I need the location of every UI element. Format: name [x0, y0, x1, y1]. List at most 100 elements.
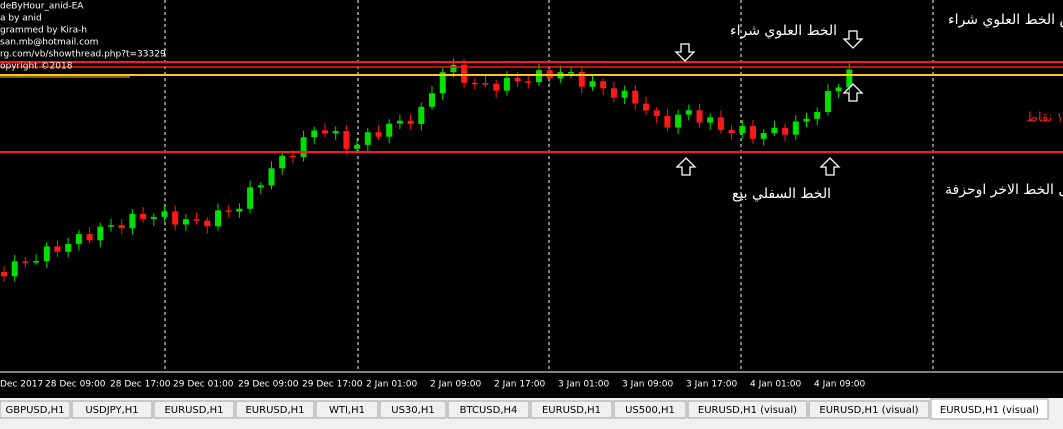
- time-label: 2 Jan 09:00: [430, 380, 482, 390]
- candle-body: [172, 211, 179, 225]
- candle-body: [11, 261, 18, 277]
- candle-body: [525, 81, 532, 83]
- candle-body: [803, 118, 810, 122]
- annotation: تم لمس الخط العلوي شراء: [948, 12, 1063, 28]
- tab[interactable]: [153, 400, 235, 419]
- tab[interactable]: [530, 400, 613, 419]
- candle-body: [632, 90, 639, 104]
- tab-label[interactable]: WTI,H1: [329, 405, 365, 416]
- time-label: 4 Jan 01:00: [750, 380, 802, 390]
- candle-body: [685, 110, 692, 115]
- candle-body: [343, 131, 350, 149]
- candle-body: [739, 126, 746, 133]
- candle-body: [75, 234, 82, 244]
- candle-body: [514, 77, 521, 82]
- candle-body: [225, 210, 232, 212]
- tab[interactable]: [687, 400, 808, 419]
- candle-body: [332, 131, 339, 134]
- tab-label[interactable]: EURUSD,H1 (visual): [698, 405, 797, 416]
- tab-label[interactable]: EURUSD,H1 (visual): [940, 405, 1039, 416]
- tab-label[interactable]: EURUSD,H1 (visual): [819, 405, 918, 416]
- candle-body: [150, 216, 157, 219]
- candle-body: [610, 88, 617, 98]
- candle-body: [364, 132, 371, 145]
- tab-active[interactable]: [930, 398, 1049, 420]
- tab-label[interactable]: EURUSD,H1: [164, 405, 223, 416]
- tab[interactable]: [447, 400, 530, 419]
- candle-body: [247, 187, 254, 209]
- info-line: deByHour_anid-EA: [0, 2, 84, 12]
- candle-body: [621, 90, 628, 98]
- info-line: a by anid: [0, 14, 42, 24]
- candle-body: [97, 226, 104, 241]
- tab[interactable]: [0, 400, 71, 419]
- candle-body: [503, 77, 510, 91]
- time-label: 29 Dec 17:00: [302, 380, 363, 390]
- candle-body: [140, 213, 147, 219]
- candle-body: [215, 210, 221, 227]
- time-label: 3 Jan 09:00: [622, 380, 674, 390]
- tab-label[interactable]: GBPUSD,H1: [5, 405, 64, 416]
- tab-label[interactable]: USDJPY,H1: [85, 405, 138, 416]
- candle-body: [311, 130, 318, 138]
- time-label: 29 Dec 09:00: [238, 380, 299, 390]
- candle-body: [482, 83, 489, 85]
- candle-body: [322, 130, 328, 134]
- candle-body: [65, 243, 72, 252]
- time-label: 4 Jan 09:00: [814, 380, 866, 390]
- tab[interactable]: [71, 400, 153, 419]
- candle-body: [792, 121, 799, 135]
- candle-body: [22, 261, 29, 263]
- tab[interactable]: [379, 400, 447, 419]
- info-line: san.mb@hotmail.com: [0, 38, 98, 48]
- time-label: 29 Dec 01:00: [173, 380, 234, 390]
- tab-label[interactable]: EURUSD,H1: [542, 405, 601, 416]
- annotation: الخط السفلي بيع: [732, 186, 831, 202]
- candle-body: [118, 225, 125, 229]
- candle-body: [129, 213, 136, 229]
- info-line: opyright ©2018: [0, 62, 73, 72]
- candle-body: [193, 219, 200, 221]
- candle-body: [204, 220, 211, 227]
- candle-body: [1, 272, 7, 277]
- candle-body: [279, 155, 286, 169]
- time-label: 2 Jan 01:00: [366, 380, 418, 390]
- time-label: 3 Jan 01:00: [558, 380, 610, 390]
- tab[interactable]: [808, 400, 930, 419]
- annotation: يتم وضع امر معلق بيع اسفل الخط ب ١٠ نقاط: [1026, 111, 1063, 126]
- candle-body: [536, 70, 542, 83]
- candle-body: [54, 246, 61, 252]
- candle-body: [108, 225, 114, 227]
- candle-body: [568, 72, 575, 74]
- candle-body: [643, 103, 649, 111]
- tab-label[interactable]: US30,H1: [391, 405, 434, 416]
- candle-body: [782, 127, 789, 135]
- candle-body: [439, 72, 446, 94]
- candle-body: [814, 111, 821, 119]
- tab[interactable]: [315, 400, 379, 419]
- annotation: يتم اهمال الخط الاخر اوحزفة: [945, 182, 1063, 198]
- candle-body: [707, 117, 714, 123]
- candle-body: [354, 144, 361, 149]
- tab-label[interactable]: BTCUSD,H4: [460, 405, 518, 416]
- candle-body: [257, 185, 264, 188]
- candle-body: [760, 133, 767, 139]
- tab[interactable]: [613, 400, 687, 419]
- candle-body: [846, 69, 853, 88]
- candle-body: [182, 219, 189, 225]
- candle-body: [589, 81, 596, 87]
- candle-body: [461, 64, 468, 83]
- candle-body: [450, 64, 457, 73]
- tab[interactable]: [235, 400, 315, 419]
- tab-label[interactable]: US500,H1: [625, 405, 675, 416]
- candle-body: [300, 137, 307, 157]
- candle-body: [289, 155, 296, 158]
- candle-body: [653, 110, 660, 116]
- candle-body: [675, 114, 682, 128]
- candle-body: [728, 129, 735, 133]
- tab-label[interactable]: EURUSD,H1: [245, 405, 304, 416]
- annotation: الخط العلوي شراء: [730, 23, 837, 39]
- time-label: 28 Dec 17:00: [110, 380, 171, 390]
- candle-body: [418, 106, 425, 124]
